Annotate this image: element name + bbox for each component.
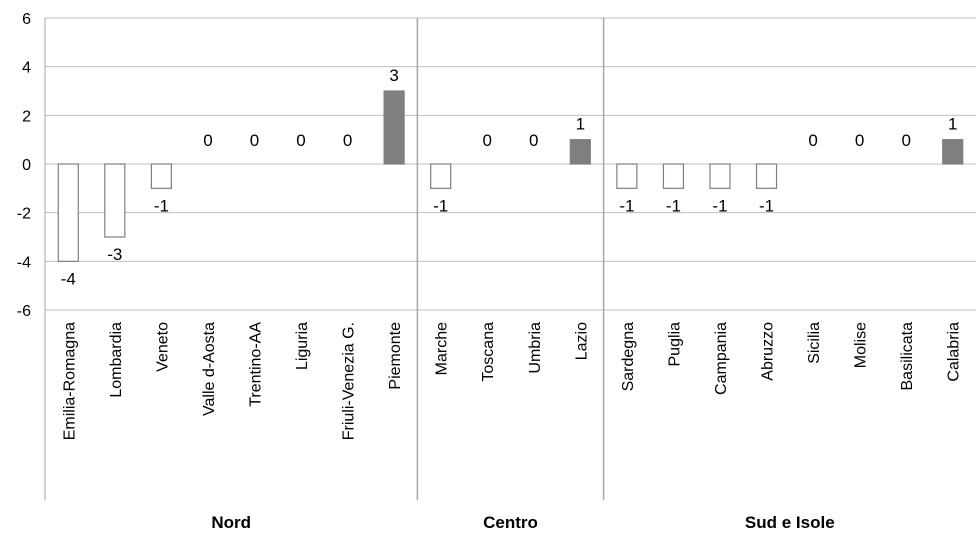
category-label: Liguria bbox=[294, 322, 311, 370]
bar bbox=[755, 163, 778, 189]
bar bbox=[383, 90, 405, 165]
category-label: Sicilia bbox=[806, 322, 823, 364]
y-tick-label: 6 bbox=[22, 11, 31, 28]
category-label: Piemonte bbox=[387, 322, 404, 390]
category-label: Valle d-Aosta bbox=[201, 322, 218, 416]
data-label: -1 bbox=[759, 196, 774, 215]
category-label: Calabria bbox=[946, 322, 963, 382]
group-label: Sud e Isole bbox=[745, 513, 835, 532]
y-tick-label: 2 bbox=[22, 108, 31, 125]
bar bbox=[150, 163, 172, 189]
data-label: 0 bbox=[808, 131, 817, 150]
category-label: Lazio bbox=[573, 322, 590, 360]
data-label: 1 bbox=[576, 115, 585, 134]
y-tick-label: 0 bbox=[22, 157, 31, 174]
bar bbox=[662, 163, 685, 189]
category-label: Trentino-AA bbox=[247, 322, 264, 407]
data-label: 0 bbox=[901, 131, 910, 150]
bar bbox=[430, 163, 452, 189]
category-label: Marche bbox=[434, 322, 451, 375]
category-label: Friuli-Venezia G. bbox=[341, 322, 358, 440]
data-label: -1 bbox=[619, 196, 634, 215]
category-label: Emilia-Romagna bbox=[61, 322, 78, 440]
data-label: 0 bbox=[343, 131, 352, 150]
y-tick-label: 4 bbox=[22, 60, 31, 77]
bar bbox=[942, 139, 964, 165]
y-tick-label: -4 bbox=[17, 254, 31, 271]
bar bbox=[57, 163, 79, 262]
data-label: 0 bbox=[855, 131, 864, 150]
data-label: 0 bbox=[529, 131, 538, 150]
category-label: Veneto bbox=[154, 322, 171, 372]
group-label: Centro bbox=[483, 513, 538, 532]
data-label: 1 bbox=[948, 115, 957, 134]
y-tick-label: -2 bbox=[17, 206, 31, 223]
category-label: Abruzzo bbox=[760, 322, 777, 381]
data-label: -1 bbox=[666, 196, 681, 215]
data-label: -4 bbox=[61, 269, 76, 288]
category-label: Toscana bbox=[480, 322, 497, 382]
bar bbox=[569, 139, 591, 165]
bar bbox=[709, 163, 731, 189]
data-label: 3 bbox=[389, 66, 398, 85]
data-label: -1 bbox=[154, 196, 169, 215]
data-label: 0 bbox=[203, 131, 212, 150]
category-label: Puglia bbox=[666, 322, 683, 367]
category-label: Umbria bbox=[527, 322, 544, 374]
category-label: Sardegna bbox=[620, 322, 637, 391]
data-label: 0 bbox=[296, 131, 305, 150]
category-label: Lombardia bbox=[108, 322, 125, 398]
data-label: 0 bbox=[250, 131, 259, 150]
data-label: -3 bbox=[107, 245, 122, 264]
category-label: Molise bbox=[853, 322, 870, 368]
bar bbox=[616, 163, 638, 189]
bar bbox=[104, 163, 126, 238]
category-label: Campania bbox=[713, 322, 730, 395]
y-tick-label: -6 bbox=[17, 303, 31, 320]
group-label: Nord bbox=[211, 513, 251, 532]
category-label: Basilicata bbox=[899, 322, 916, 391]
data-label: 0 bbox=[482, 131, 491, 150]
data-label: -1 bbox=[433, 196, 448, 215]
data-label: -1 bbox=[712, 196, 727, 215]
